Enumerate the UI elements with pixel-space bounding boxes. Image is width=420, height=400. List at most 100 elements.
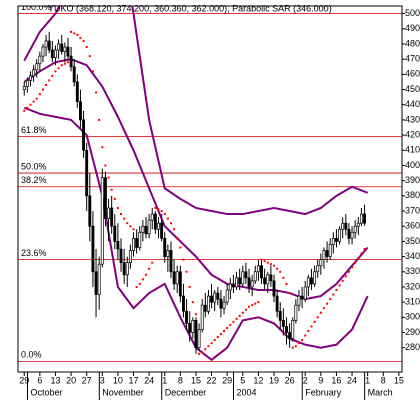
sar-dot (29, 103, 32, 106)
sar-dot (32, 100, 35, 103)
sar-dot (66, 61, 69, 64)
month-label: October (30, 387, 62, 397)
candle-body (344, 222, 348, 230)
candle-body (141, 225, 145, 233)
sar-dot (176, 237, 179, 240)
candle-body (97, 263, 101, 295)
month-label: 2004 (237, 387, 257, 397)
candle-body (47, 40, 51, 51)
candle-body (263, 277, 267, 285)
candle-body (338, 228, 342, 242)
sar-dot (70, 30, 73, 33)
sar-dot (204, 348, 207, 351)
candle-body (94, 271, 98, 295)
candle-body (297, 295, 301, 306)
x-tick-label: 9 (318, 375, 323, 385)
sar-dot (219, 333, 222, 336)
sar-dot (82, 39, 85, 42)
candle-body (334, 238, 338, 242)
sar-dot (251, 304, 254, 307)
candle-body (182, 295, 185, 312)
sar-dot (326, 302, 329, 305)
sar-dot (57, 67, 60, 70)
sar-dot (173, 228, 176, 231)
candle-body (135, 238, 139, 248)
sar-dot (38, 93, 41, 96)
sar-dot (316, 316, 319, 319)
candle-body (82, 119, 86, 151)
sar-dot (188, 285, 191, 288)
y-tick-label: 460 (405, 69, 420, 79)
sar-dot (307, 329, 310, 332)
candle-body (222, 301, 226, 309)
x-tick-label: 2 (303, 375, 308, 385)
sar-dot (229, 323, 232, 326)
candle-body (331, 238, 335, 245)
sar-dot (279, 270, 282, 273)
sar-dot (191, 301, 194, 304)
candle-body (150, 213, 154, 221)
x-tick-label: 20 (66, 375, 76, 385)
x-tick-label: 22 (207, 375, 217, 385)
candle-body (32, 69, 36, 77)
candle-body (69, 55, 73, 68)
sar-dot (73, 32, 76, 35)
candle-body (25, 80, 29, 87)
sar-dot (223, 329, 226, 332)
candle-body (363, 213, 366, 224)
candle-body (275, 295, 279, 312)
sar-dot (163, 213, 166, 216)
sar-dot (126, 222, 129, 225)
candle-body (38, 55, 42, 65)
sar-dot (338, 284, 341, 287)
candle-body (325, 250, 329, 257)
candle-body (54, 49, 57, 58)
sar-dot (329, 298, 332, 301)
sar-dot (235, 317, 238, 320)
x-tick-label: 5 (240, 375, 245, 385)
sar-dot (157, 208, 160, 211)
month-label: November (102, 387, 144, 397)
sar-dot (266, 261, 269, 264)
sar-dot (26, 106, 29, 109)
candle-body (132, 238, 135, 251)
candle-body (210, 295, 214, 303)
sar-dot (216, 336, 219, 339)
sar-dot (238, 314, 241, 317)
candle-body (260, 265, 263, 279)
x-tick-label: 29 (222, 375, 232, 385)
sar-dot (310, 325, 313, 328)
candle-body (169, 250, 173, 273)
sar-dot (226, 326, 229, 329)
y-tick-label: 470 (405, 54, 420, 64)
x-tick-label: 29 (19, 375, 29, 385)
candle-body (153, 213, 157, 230)
sar-dot (297, 342, 300, 345)
x-tick-label: 19 (269, 375, 279, 385)
candle-body (103, 177, 107, 219)
fib-label: 38.2% (21, 175, 47, 185)
x-tick-label: 10 (113, 375, 123, 385)
sar-dot (154, 206, 157, 209)
x-tick-label: 8 (381, 375, 386, 385)
sar-dot (110, 188, 113, 191)
sar-dot (363, 247, 366, 250)
sar-dot (51, 74, 54, 77)
candle-body (75, 81, 79, 103)
y-tick-label: 440 (405, 99, 420, 109)
candle-body (244, 271, 248, 279)
candle-body (57, 43, 61, 51)
sar-dot (45, 83, 48, 86)
candle-body (356, 222, 360, 227)
candle-body (41, 46, 45, 57)
sar-dot (273, 264, 275, 267)
candle-body (278, 310, 282, 321)
candle-body (213, 292, 217, 303)
candle-body (147, 219, 151, 235)
x-tick-label: 8 (178, 375, 183, 385)
y-tick-label: 370 (405, 205, 420, 215)
candle-body (300, 295, 304, 300)
y-tick-label: 340 (405, 251, 420, 261)
y-tick-label: 310 (405, 297, 420, 307)
